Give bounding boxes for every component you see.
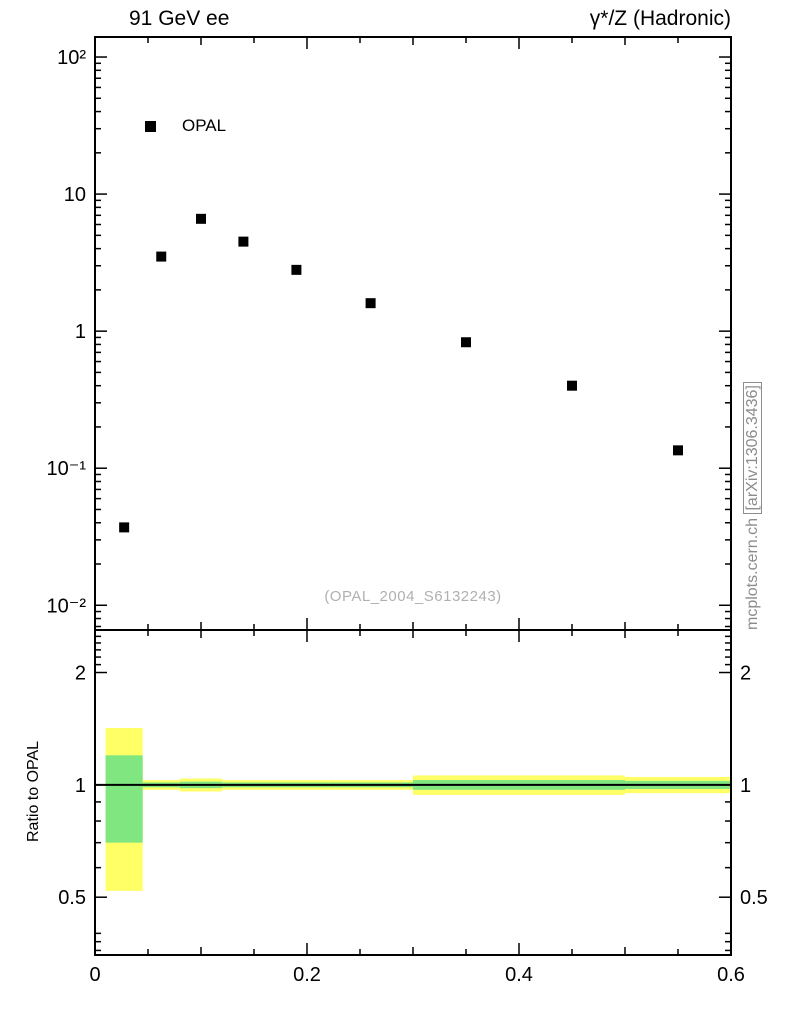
legend-marker-square [145,120,156,132]
ratio-tick-label-left: 2 [75,663,86,685]
x-tick-label: 0.2 [293,964,321,986]
data-point-marker [238,236,249,247]
y-tick-label: 1 [75,321,86,343]
y-tick-label: 10⁻¹ [47,458,87,480]
y-tick-label: 10² [57,47,86,69]
plot-title-energy: 91 GeV ee [129,7,230,30]
ratio-tick-label-left: 0.5 [58,887,86,909]
y-tick-label: 10 [64,184,86,206]
legend: OPAL [145,116,226,136]
ratio-tick-label-right: 2 [740,663,751,685]
data-point-marker [156,251,167,262]
uncertainty-band-green [105,755,143,843]
ratio-tick-label-left: 1 [75,775,86,797]
x-tick-label: 0.4 [505,964,533,986]
data-point-marker [673,445,683,456]
data-point-marker [567,380,577,391]
data-point-marker [196,213,206,224]
ratio-axis-label: Ratio to OPAL [25,740,42,842]
side-note-arxiv: [arXiv:1306.3436] [743,382,762,514]
data-point-marker [291,264,302,275]
ratio-tick-label-right: 0.5 [740,887,768,909]
x-tick-label: 0 [89,964,100,986]
data-point-marker [461,337,471,348]
data-point-marker [119,522,130,533]
y-tick-label: 10⁻² [47,595,87,617]
side-note-site: mcplots.cern.ch [744,513,761,630]
legend-label: OPAL [182,116,227,135]
data-point-marker [365,298,376,309]
side-note: mcplots.cern.ch [arXiv:1306.3436] [743,382,762,630]
plot-title-process: γ*/Z (Hadronic) [589,7,731,30]
x-tick-label: 0.6 [717,964,745,986]
ratio-tick-label-right: 1 [740,775,751,797]
analysis-id-watermark: (OPAL_2004_S6132243) [324,588,502,605]
